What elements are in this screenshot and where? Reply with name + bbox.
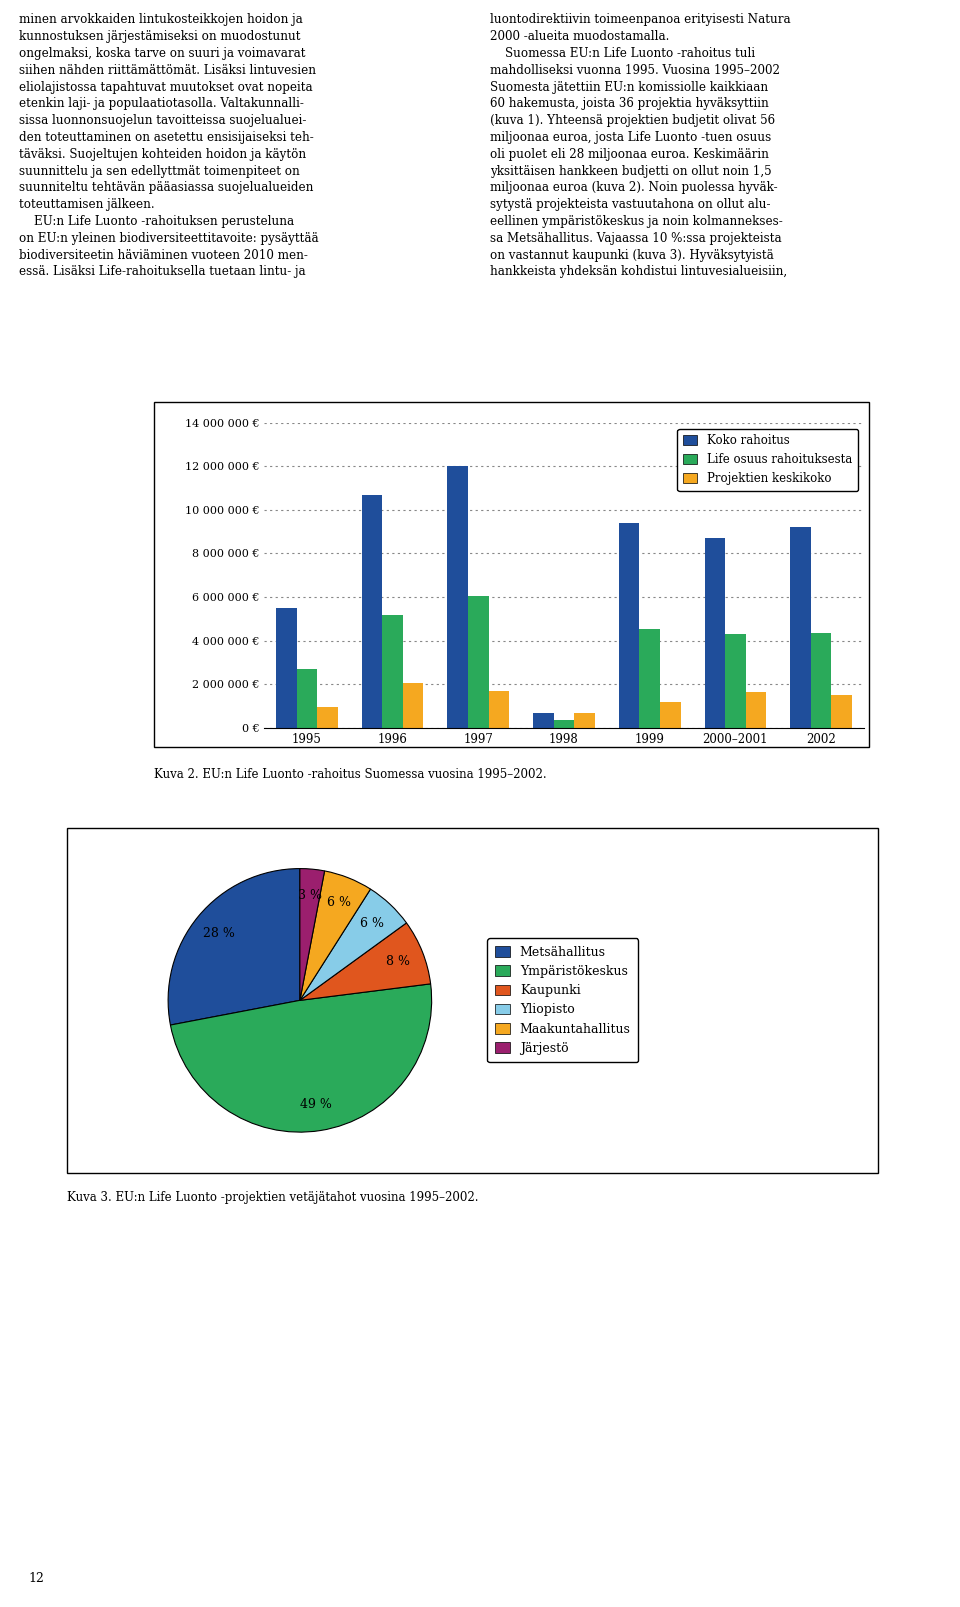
Bar (574, 714, 595, 728)
Bar (468, 596, 489, 728)
Text: 6 %: 6 % (326, 895, 350, 910)
Bar (362, 495, 382, 728)
Bar (533, 714, 554, 728)
Text: 8 %: 8 % (386, 955, 410, 967)
Wedge shape (300, 922, 431, 1000)
Text: minen arvokkaiden lintukosteikkojen hoidon ja
kunnostuksen järjestämiseksi on mu: minen arvokkaiden lintukosteikkojen hoid… (19, 13, 319, 278)
Bar (705, 538, 725, 728)
Bar (317, 707, 338, 728)
Text: 28 %: 28 % (203, 927, 234, 940)
Text: Kuva 3. EU:n Life Luonto -projektien vetäjätahot vuosina 1995–2002.: Kuva 3. EU:n Life Luonto -projektien vet… (67, 1191, 479, 1204)
Text: 12: 12 (29, 1572, 45, 1585)
Bar (619, 522, 639, 728)
Bar (660, 702, 681, 728)
Bar (447, 466, 468, 728)
Wedge shape (171, 983, 432, 1131)
Bar (403, 683, 423, 728)
Text: luontodirektiivin toimeenpanoa erityisesti Natura
2000 -alueita muodostamalla.
 : luontodirektiivin toimeenpanoa erityises… (490, 13, 790, 278)
Bar (276, 607, 297, 728)
Legend: Koko rahoitus, Life osuus rahoituksesta, Projektien keskikoko: Koko rahoitus, Life osuus rahoituksesta,… (678, 429, 858, 492)
Text: 3 %: 3 % (298, 889, 322, 902)
Bar (790, 527, 811, 728)
Bar (811, 633, 831, 728)
Bar (554, 720, 574, 728)
Text: 49 %: 49 % (300, 1098, 332, 1110)
Bar (382, 614, 403, 728)
Bar (831, 696, 852, 728)
Text: Kuva 2. EU:n Life Luonto -rahoitus Suomessa vuosina 1995–2002.: Kuva 2. EU:n Life Luonto -rahoitus Suome… (154, 768, 546, 781)
Text: 6 %: 6 % (360, 918, 384, 930)
Bar (639, 628, 660, 728)
Bar (725, 635, 746, 728)
Wedge shape (300, 871, 371, 1000)
Wedge shape (168, 868, 300, 1025)
Wedge shape (300, 889, 406, 1000)
Legend: Metsähallitus, Ympäristökeskus, Kaupunki, Yliopisto, Maakuntahallitus, Järjestö: Metsähallitus, Ympäristökeskus, Kaupunki… (488, 938, 638, 1062)
Wedge shape (300, 868, 324, 1000)
Bar (297, 669, 317, 728)
Bar (746, 693, 766, 728)
Bar (489, 691, 509, 728)
